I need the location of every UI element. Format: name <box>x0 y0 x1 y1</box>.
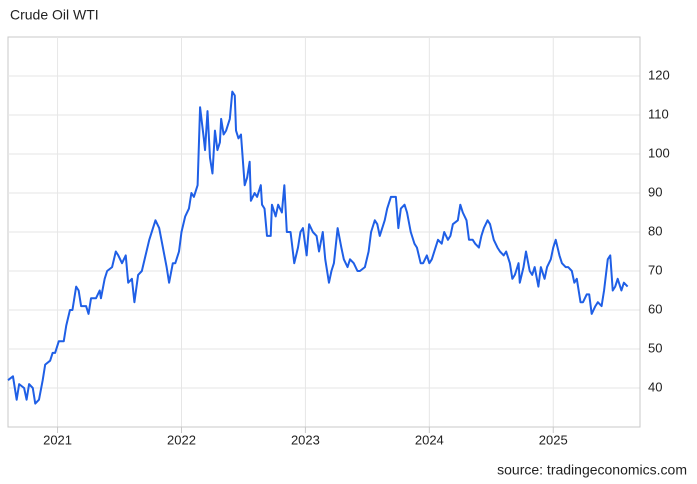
y-tick-label: 120 <box>648 67 670 82</box>
y-tick-label: 110 <box>648 106 669 121</box>
x-tick-label: 2023 <box>291 432 320 447</box>
y-tick-label: 40 <box>648 379 662 394</box>
x-tick-label: 2022 <box>167 432 196 447</box>
y-tick-label: 90 <box>648 184 662 199</box>
y-tick-label: 50 <box>648 340 662 355</box>
y-tick-label: 60 <box>648 301 662 316</box>
x-tick-label: 2024 <box>415 432 444 447</box>
source-note: source: tradingeconomics.com <box>497 462 687 478</box>
chart-title: Crude Oil WTI <box>10 7 99 23</box>
x-tick-label: 2025 <box>539 432 568 447</box>
y-tick-label: 80 <box>648 223 662 238</box>
x-tick-label: 2021 <box>43 432 72 447</box>
y-tick-label: 100 <box>648 145 670 160</box>
price-line <box>7 90 629 405</box>
y-tick-label: 70 <box>648 262 662 277</box>
